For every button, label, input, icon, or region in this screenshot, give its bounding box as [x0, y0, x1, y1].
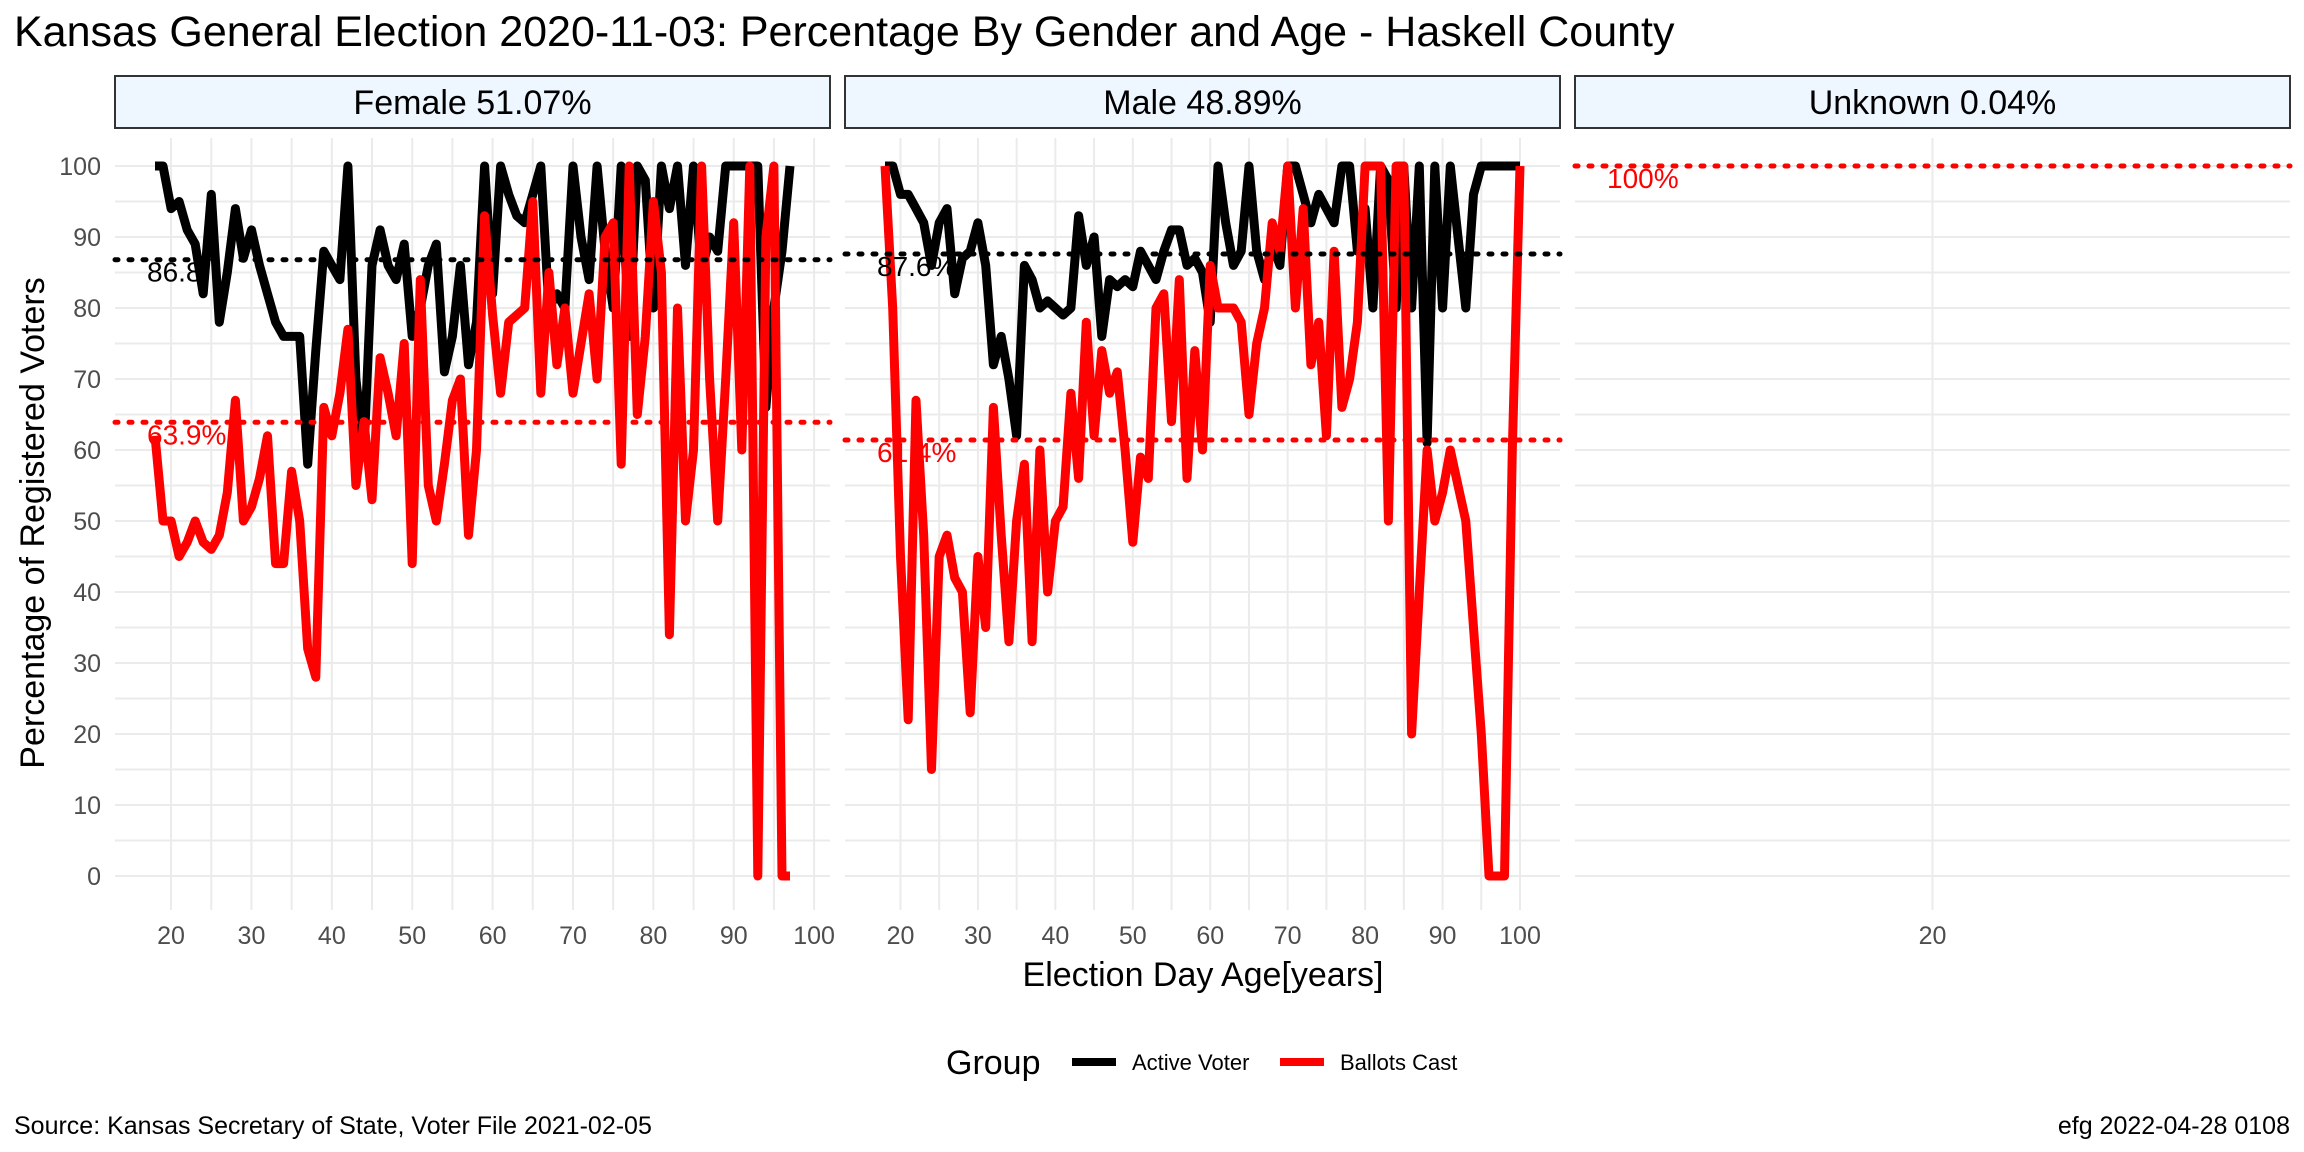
legend-title: Group	[946, 1044, 1041, 1082]
series-line-ballots-cast	[150, 161, 790, 881]
x-tick-label: 70	[1274, 922, 1302, 950]
strip-label: Male 48.89%	[1103, 84, 1301, 122]
reference-label: 86.8	[147, 257, 202, 288]
y-tick-label: 40	[73, 579, 101, 607]
strip-background	[114, 75, 831, 129]
y-tick-label: 80	[73, 295, 101, 323]
y-tick-label: 60	[73, 437, 101, 465]
panel-0: Female 51.07% 0 10 20 30 40 50 60 70 80 90 100 20 30 4…	[59, 75, 835, 950]
caption-source: Source: Kansas Secretary of State, Voter…	[14, 1112, 652, 1140]
chart-title: Kansas General Election 2020-11-03: Perc…	[14, 8, 1675, 56]
series-line-active-voter	[885, 161, 1520, 448]
x-tick-label: 40	[1041, 922, 1069, 950]
y-tick-label: 70	[73, 366, 101, 394]
x-tick-label: 30	[238, 922, 266, 950]
legend-label-ballots-cast: Ballots Cast	[1340, 1050, 1457, 1075]
x-tick-label: 70	[559, 922, 587, 950]
x-tick-label: 20	[157, 922, 185, 950]
legend-label-active-voter: Active Voter	[1132, 1050, 1249, 1075]
y-tick-label: 20	[73, 721, 101, 749]
x-tick-label: 80	[639, 922, 667, 950]
y-tick-label: 100	[59, 153, 101, 181]
caption-credit: efg 2022-04-28 0108	[2058, 1112, 2290, 1140]
x-tick-label: 20	[887, 922, 915, 950]
x-tick-label: 40	[318, 922, 346, 950]
x-tick-label: 60	[1196, 922, 1224, 950]
reference-label: 63.9%	[147, 419, 226, 450]
x-tick-label: 60	[479, 922, 507, 950]
panel-2: Unknown 0.04% 20 100%	[1572, 75, 2293, 950]
strip-label: Unknown 0.04%	[1809, 84, 2057, 122]
legend: Group Active Voter Ballots Cast	[946, 1044, 1457, 1082]
panels: Female 51.07% 0 10 20 30 40 50 60 70 80 90 100 20 30 4…	[59, 75, 2293, 950]
reference-label: 87.6%	[877, 251, 956, 282]
x-tick-label: 80	[1351, 922, 1379, 950]
strip-label: Female 51.07%	[353, 84, 591, 122]
reference-label: 61.4%	[877, 437, 956, 468]
y-tick-label: 10	[73, 792, 101, 820]
x-axis-title: Election Day Age[years]	[1023, 956, 1384, 994]
x-tick-label: 100	[793, 922, 835, 950]
x-tick-label: 20	[1919, 922, 1947, 950]
x-tick-label: 50	[398, 922, 426, 950]
x-tick-label: 90	[1429, 922, 1457, 950]
panel-1: Male 48.89% 20 30 40 50 60 70 80 90 100 87.6% 61.4%	[842, 75, 1563, 950]
series-line-ballots-cast	[880, 161, 1525, 881]
x-tick-label: 50	[1119, 922, 1147, 950]
x-tick-label: 90	[720, 922, 748, 950]
series-line-active-voter	[155, 161, 795, 469]
x-tick-label: 30	[964, 922, 992, 950]
reference-label: 100%	[1607, 163, 1679, 194]
x-tick-label: 100	[1499, 922, 1541, 950]
y-tick-label: 50	[73, 508, 101, 536]
y-axis-title: Percentage of Registered Voters	[14, 277, 52, 768]
strip-background	[844, 75, 1561, 129]
y-tick-label: 30	[73, 650, 101, 678]
y-tick-label: 0	[87, 863, 101, 891]
strip-background	[1574, 75, 2291, 129]
y-tick-label: 90	[73, 224, 101, 252]
